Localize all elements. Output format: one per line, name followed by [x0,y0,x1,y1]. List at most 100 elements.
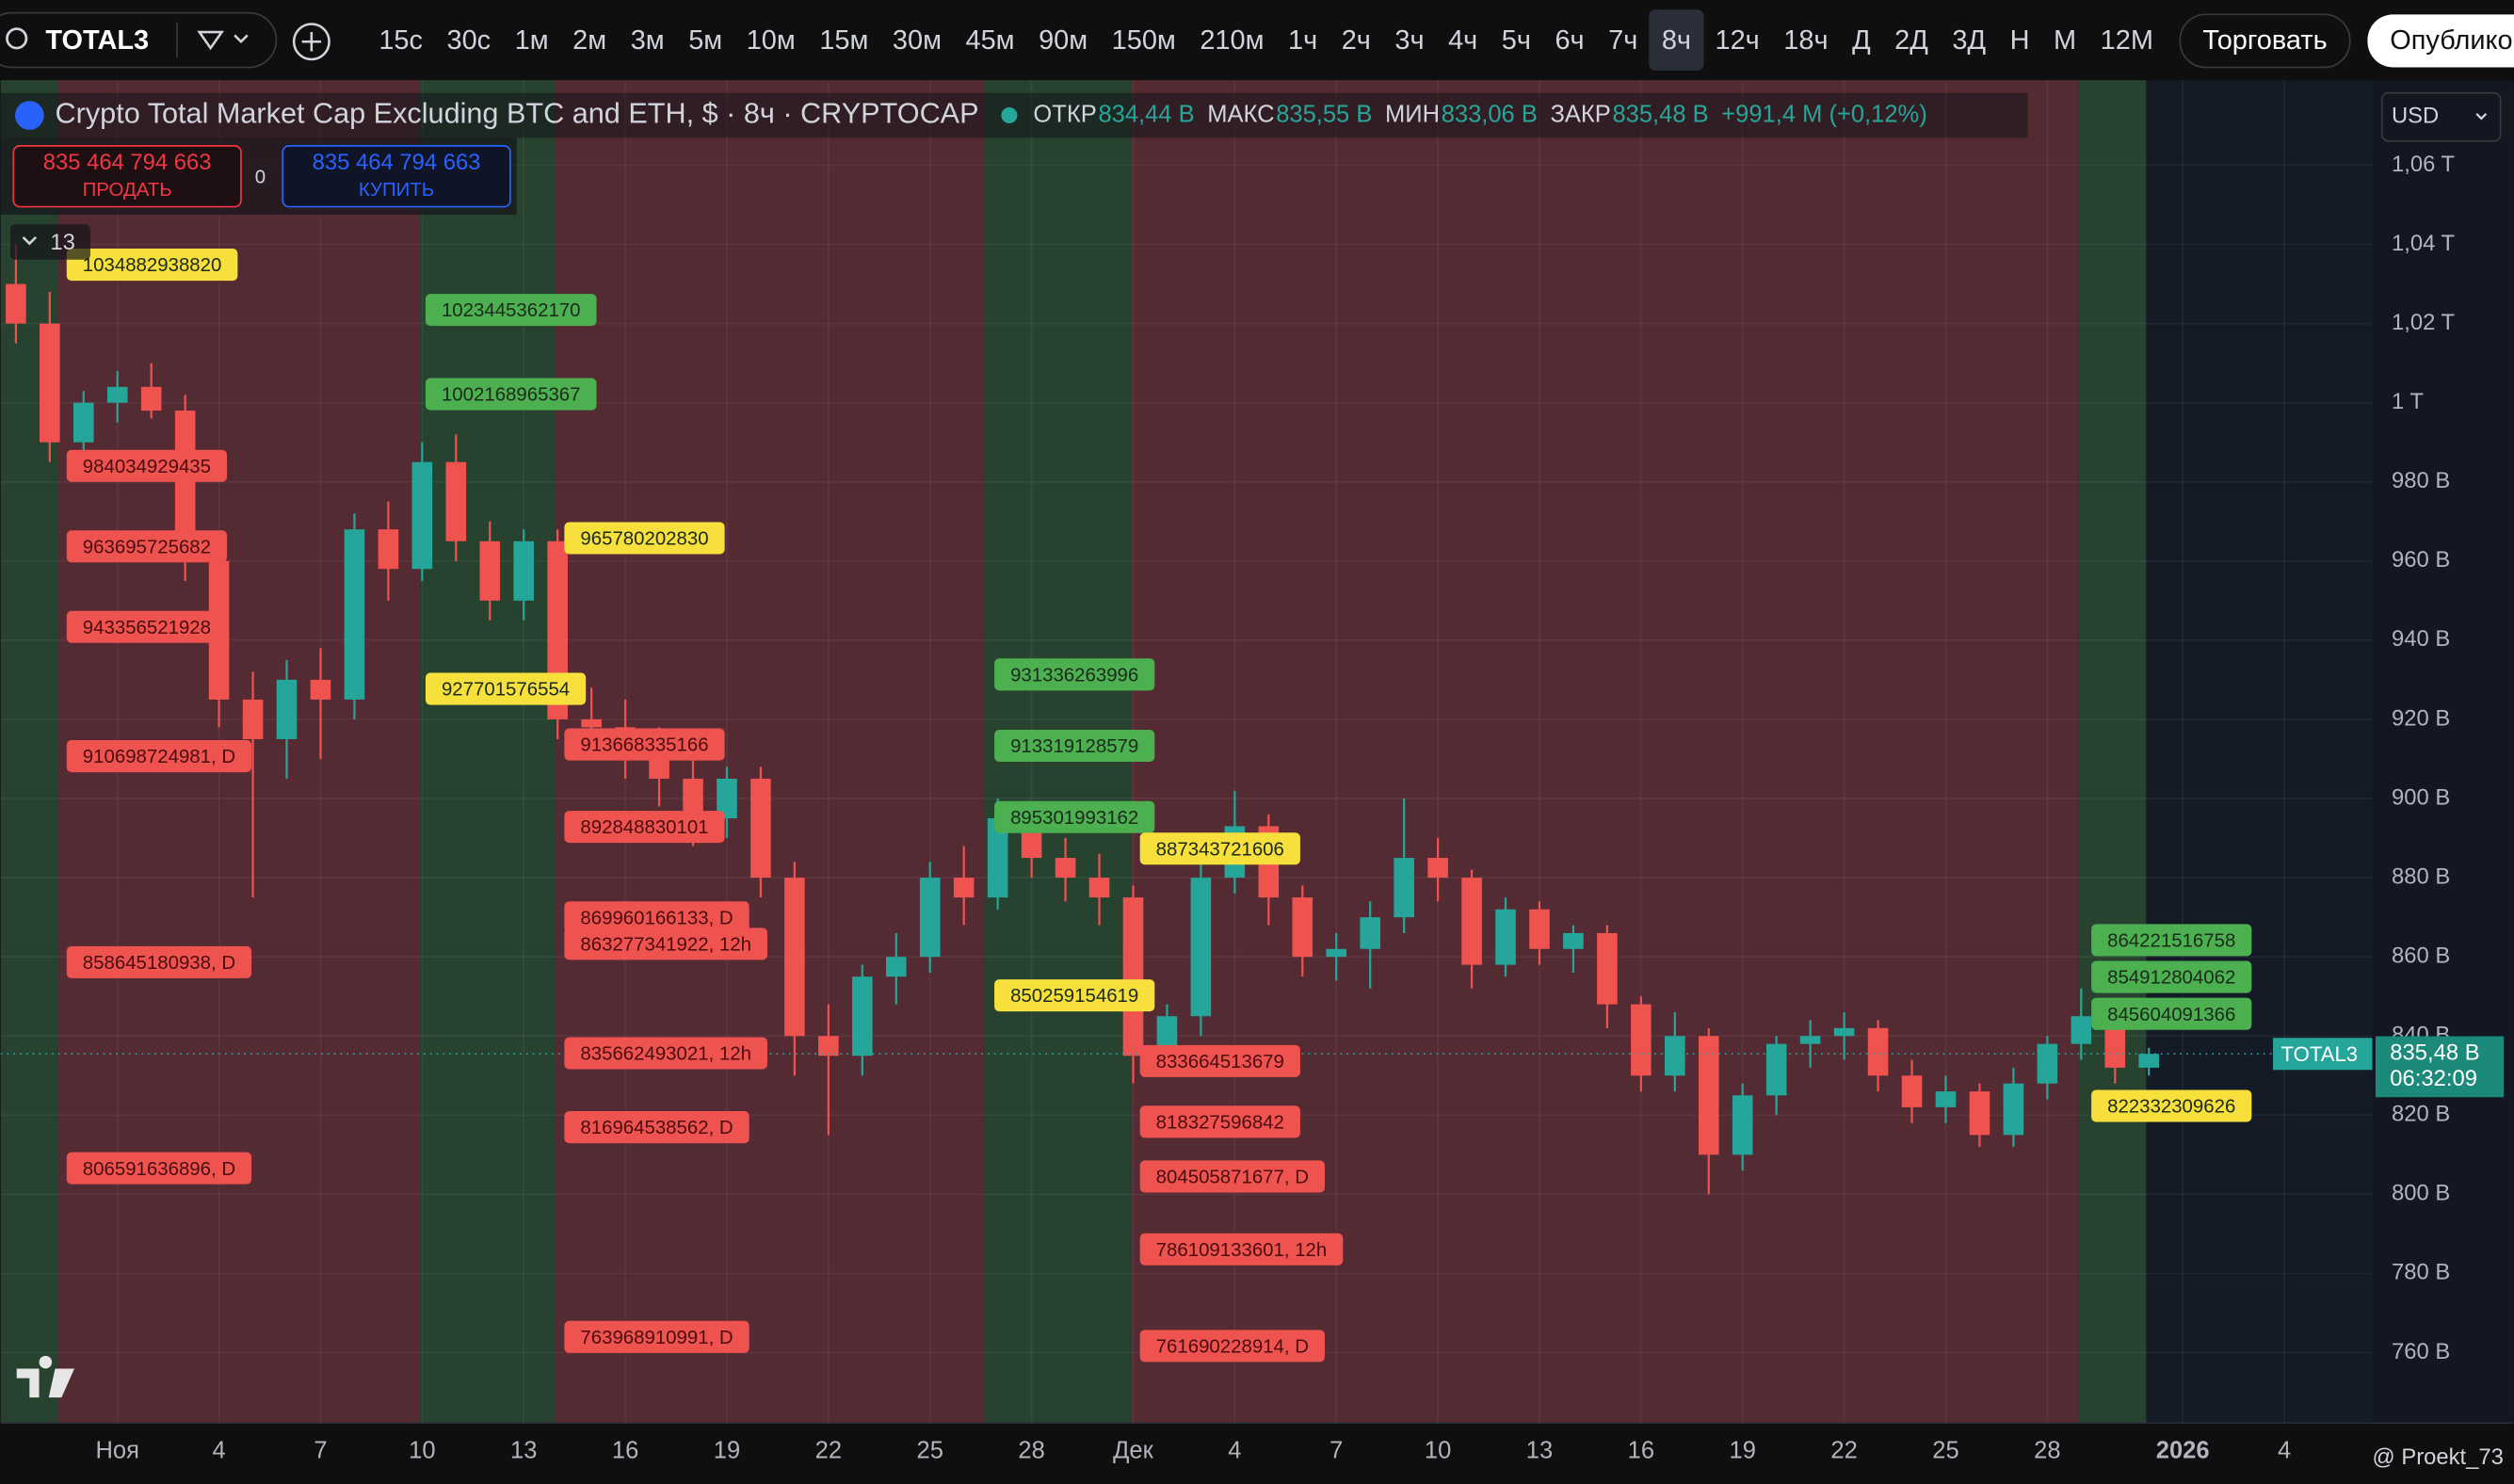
chevron [2475,113,2488,121]
interval[interactable]: Н [2010,25,2030,56]
level-tag [425,294,597,327]
interval[interactable]: 8ч [1662,25,1691,56]
candle-body [40,323,60,443]
level-label: 833664513679 [1156,1052,1284,1073]
x-tick-label: 4 [213,1438,226,1464]
spread: 0 [255,167,266,187]
level-label: 822332309626 [2107,1097,2235,1118]
candle-body [445,461,467,541]
level-tag [1139,832,1300,865]
sell-button[interactable] [12,145,242,208]
interval[interactable]: 15м [819,25,868,56]
level-label: 786109133601, 12h [1156,1240,1328,1261]
indicators-toggle[interactable] [9,224,90,260]
trade-button[interactable] [2179,13,2351,69]
level-label: 854912804062 [2107,968,2235,989]
symbol-icon [14,101,44,130]
level-tag [425,672,587,705]
candle-body [1055,858,1076,879]
interval[interactable]: 3м [631,25,665,56]
buy-label: КУПИТЬ [359,180,434,201]
interval[interactable]: 30м [893,25,942,56]
x-tick-label: Дек [1113,1438,1153,1464]
interval[interactable]: 150м [1112,25,1176,56]
interval[interactable]: 2ч [1342,25,1371,56]
price-tag-label: 835,48 B [2390,1040,2479,1066]
logo [16,1355,74,1398]
level-label: 1034882938820 [83,255,222,276]
candle-body [1732,1095,1753,1155]
interval[interactable]: 3Д [1952,25,1986,56]
level-tag [564,811,725,844]
level-tag [564,928,767,960]
level-label: 895301993162 [1010,808,1138,829]
y-tick-label: 1,04 T [2392,231,2455,256]
interval[interactable]: 12ч [1716,25,1760,56]
countdown: 06:32:09 [2390,1066,2477,1091]
interval[interactable]: 4ч [1448,25,1477,56]
candle-body [513,540,535,601]
interval[interactable]: 15с [379,25,423,56]
candle-body [885,957,907,977]
interval[interactable]: М [2054,25,2076,56]
interval[interactable]: 5м [688,25,722,56]
candle-body [140,386,162,411]
chevron [22,235,38,246]
currency-select[interactable] [2380,91,2502,142]
y-tick-label: 980 B [2392,468,2450,493]
x-tick-label: 13 [510,1438,537,1464]
candle-body [1935,1091,1957,1107]
level-label: 818327596842 [1156,1112,1284,1133]
y-tick-label: 1,02 T [2392,310,2455,335]
buy-button[interactable] [282,145,511,208]
candle-body [1122,897,1144,1057]
interval[interactable]: 30с [447,25,492,56]
interval[interactable]: 7ч [1608,25,1637,56]
y-tick-label: 920 B [2392,705,2450,731]
level-label: 845604091366 [2107,1005,2235,1025]
x-tick-label: 10 [1425,1438,1451,1464]
candle-body [2037,1043,2058,1084]
legend-title: Crypto Total Market Cap Excluding BTC an… [56,98,979,130]
level-label: 806591636896, D [83,1159,235,1180]
interval[interactable]: 210м [1200,25,1264,56]
interval[interactable]: 1ч [1288,25,1317,56]
candle-body [1597,932,1618,1005]
interval[interactable]: 3ч [1394,25,1424,56]
symbol-tag-label: TOTAL3 [2281,1042,2359,1066]
interval[interactable]: 2м [572,25,606,56]
x-tick-label: 22 [1830,1438,1857,1464]
legend-change: +991,4 M (+0,12%) [1721,101,1926,127]
interval[interactable]: 45м [966,25,1015,56]
interval[interactable]: 12М [2101,25,2153,56]
interval[interactable]: 2Д [1894,25,1928,56]
level-label: 864221516758 [2107,931,2235,952]
price-axis [2372,80,2514,1424]
candle-body [479,540,501,601]
level-label: 927701576554 [442,680,570,701]
level-tag [66,610,228,643]
y-tick-label: 860 B [2392,943,2450,968]
publish-button[interactable] [2367,14,2514,68]
interval[interactable]: 10м [747,25,796,56]
interval[interactable]: 90м [1039,25,1088,56]
x-tick-label: 25 [917,1438,943,1464]
interval[interactable]: 18ч [1783,25,1828,56]
symbol-search[interactable] [0,11,278,69]
level-label: 763968910991, D [580,1328,733,1348]
legend-item-label: ОТКР [1033,101,1096,127]
interval[interactable]: Д [1852,25,1871,56]
y-tick-label: 900 B [2392,784,2450,810]
alerts-icon[interactable] [197,30,249,51]
candle-body [242,699,264,739]
level-label: 804505871677, D [1156,1168,1309,1188]
interval[interactable]: 1м [515,25,549,56]
level-tag [994,730,1155,763]
interval[interactable]: 5ч [1502,25,1531,56]
level-label: 931336263996 [1010,665,1138,686]
level-label: 850259154619 [1010,986,1138,1007]
interval[interactable]: 6ч [1555,25,1584,56]
add-button[interactable] [292,23,330,61]
